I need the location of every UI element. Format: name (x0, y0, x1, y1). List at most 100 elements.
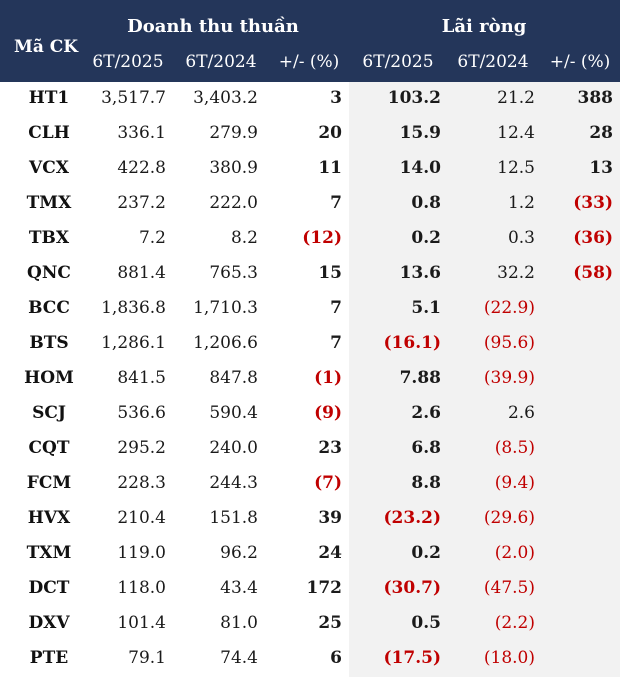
revenue-change: (7) (314, 473, 342, 493)
revenue-2024: 8.2 (230, 228, 258, 248)
table-row: TBX 7.2 8.2 (12) 0.2 0.3 (36) (0, 222, 620, 257)
profit-change: 13 (589, 158, 613, 178)
revenue-2025: 210.4 (117, 508, 166, 528)
revenue-change: 7 (330, 333, 342, 353)
table-row: FCM 228.3 244.3 (7) 8.8 (9.4) (0, 467, 620, 502)
revenue-change: 6 (330, 648, 342, 668)
profit-2025: (17.5) (383, 648, 442, 668)
profit-change: (33) (573, 193, 613, 213)
stock-code: QNC (27, 263, 71, 283)
table-row: BCC 1,836.8 1,710.3 7 5.1 (22.9) (0, 292, 620, 327)
table-row: VCX 422.8 380.9 11 14.0 12.5 13 (0, 152, 620, 187)
header-rev-change: +/- (%) (278, 52, 340, 72)
revenue-2024: 81.0 (220, 613, 258, 633)
stock-code: TBX (28, 228, 70, 248)
stock-code: CQT (28, 438, 70, 458)
table-row: TMX 237.2 222.0 7 0.8 1.2 (33) (0, 187, 620, 222)
profit-2025: 0.5 (411, 613, 441, 633)
stock-code: TXM (26, 543, 72, 563)
revenue-2025: 7.2 (138, 228, 166, 248)
revenue-2025: 295.2 (117, 438, 166, 458)
revenue-2024: 279.9 (209, 123, 258, 143)
revenue-2024: 1,710.3 (193, 298, 258, 318)
revenue-2025: 422.8 (117, 158, 166, 178)
profit-2025: (23.2) (383, 508, 442, 528)
table-row: CLH 336.1 279.9 20 15.9 12.4 28 (0, 117, 620, 152)
revenue-2024: 590.4 (209, 403, 258, 423)
stock-code: BTS (29, 333, 69, 353)
profit-2025: 15.9 (399, 123, 441, 143)
revenue-change: (12) (302, 228, 342, 248)
revenue-change: (9) (314, 403, 342, 423)
profit-2025: (16.1) (383, 333, 442, 353)
revenue-2025: 118.0 (117, 578, 166, 598)
revenue-2024: 96.2 (220, 543, 258, 563)
stock-code: TMX (26, 193, 72, 213)
profit-2025: 7.88 (399, 368, 441, 388)
revenue-2024: 43.4 (220, 578, 258, 598)
table-header: Mã CK Doanh thu thuần Lãi ròng 6T/2025 6… (0, 0, 620, 82)
revenue-2025: 237.2 (117, 193, 166, 213)
profit-2025: 0.2 (411, 228, 441, 248)
table-row: DCT 118.0 43.4 172 (30.7) (47.5) (0, 572, 620, 607)
revenue-2025: 536.6 (117, 403, 166, 423)
profit-2024: (9.4) (494, 473, 535, 493)
revenue-2024: 847.8 (209, 368, 258, 388)
profit-2024: 2.6 (507, 403, 535, 423)
profit-2024: (22.9) (483, 298, 535, 318)
revenue-change: 3 (330, 88, 342, 108)
profit-2025: 5.1 (411, 298, 441, 318)
table-row: HVX 210.4 151.8 39 (23.2) (29.6) (0, 502, 620, 537)
profit-2024: (47.5) (483, 578, 535, 598)
revenue-change: 25 (318, 613, 342, 633)
profit-2024: (2.2) (494, 613, 535, 633)
revenue-2025: 1,836.8 (101, 298, 166, 318)
revenue-2025: 841.5 (117, 368, 166, 388)
profit-2024: 1.2 (507, 193, 535, 213)
stock-code: BCC (28, 298, 70, 318)
profit-section-background (349, 82, 620, 677)
header-rev-2024: 6T/2024 (185, 52, 257, 72)
revenue-2024: 380.9 (209, 158, 258, 178)
revenue-2024: 222.0 (209, 193, 258, 213)
revenue-2025: 1,286.1 (101, 333, 166, 353)
revenue-2025: 79.1 (128, 648, 166, 668)
revenue-change: 20 (318, 123, 342, 143)
revenue-change: 23 (318, 438, 342, 458)
profit-2024: 12.4 (497, 123, 535, 143)
profit-2025: 6.8 (411, 438, 441, 458)
profit-change: (58) (573, 263, 613, 283)
revenue-2025: 228.3 (117, 473, 166, 493)
profit-2025: 0.8 (411, 193, 441, 213)
revenue-2024: 244.3 (209, 473, 258, 493)
stock-code: HVX (27, 508, 71, 528)
revenue-change: 172 (306, 578, 343, 598)
profit-2024: (8.5) (494, 438, 535, 458)
header-rev-2025: 6T/2025 (92, 52, 164, 72)
profit-2024: (18.0) (483, 648, 535, 668)
revenue-2025: 3,517.7 (101, 88, 166, 108)
revenue-2025: 119.0 (117, 543, 166, 563)
profit-2025: 2.6 (411, 403, 441, 423)
stock-code: HT1 (28, 88, 70, 108)
revenue-change: 7 (330, 193, 342, 213)
table-row: BTS 1,286.1 1,206.6 7 (16.1) (95.6) (0, 327, 620, 362)
profit-2024: 0.3 (507, 228, 535, 248)
revenue-2025: 336.1 (117, 123, 166, 143)
header-profit-change: +/- (%) (549, 52, 611, 72)
revenue-change: 11 (318, 158, 342, 178)
revenue-2025: 101.4 (117, 613, 166, 633)
table-row: QNC 881.4 765.3 15 13.6 32.2 (58) (0, 257, 620, 292)
table-row: DXV 101.4 81.0 25 0.5 (2.2) (0, 607, 620, 642)
revenue-2024: 240.0 (209, 438, 258, 458)
profit-2025: 13.6 (399, 263, 441, 283)
profit-2025: 103.2 (387, 88, 441, 108)
stock-code: SCJ (32, 403, 66, 423)
profit-2025: 0.2 (411, 543, 441, 563)
header-profit-2025: 6T/2025 (362, 52, 434, 72)
profit-change: (36) (573, 228, 613, 248)
profit-change: 388 (577, 88, 614, 108)
revenue-change: 7 (330, 298, 342, 318)
stock-code: DCT (28, 578, 70, 598)
